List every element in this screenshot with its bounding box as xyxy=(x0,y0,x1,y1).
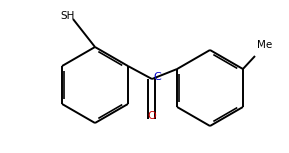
Text: O: O xyxy=(148,111,156,121)
Text: C: C xyxy=(153,72,161,82)
Text: SH: SH xyxy=(61,11,75,21)
Text: Me: Me xyxy=(257,40,272,50)
